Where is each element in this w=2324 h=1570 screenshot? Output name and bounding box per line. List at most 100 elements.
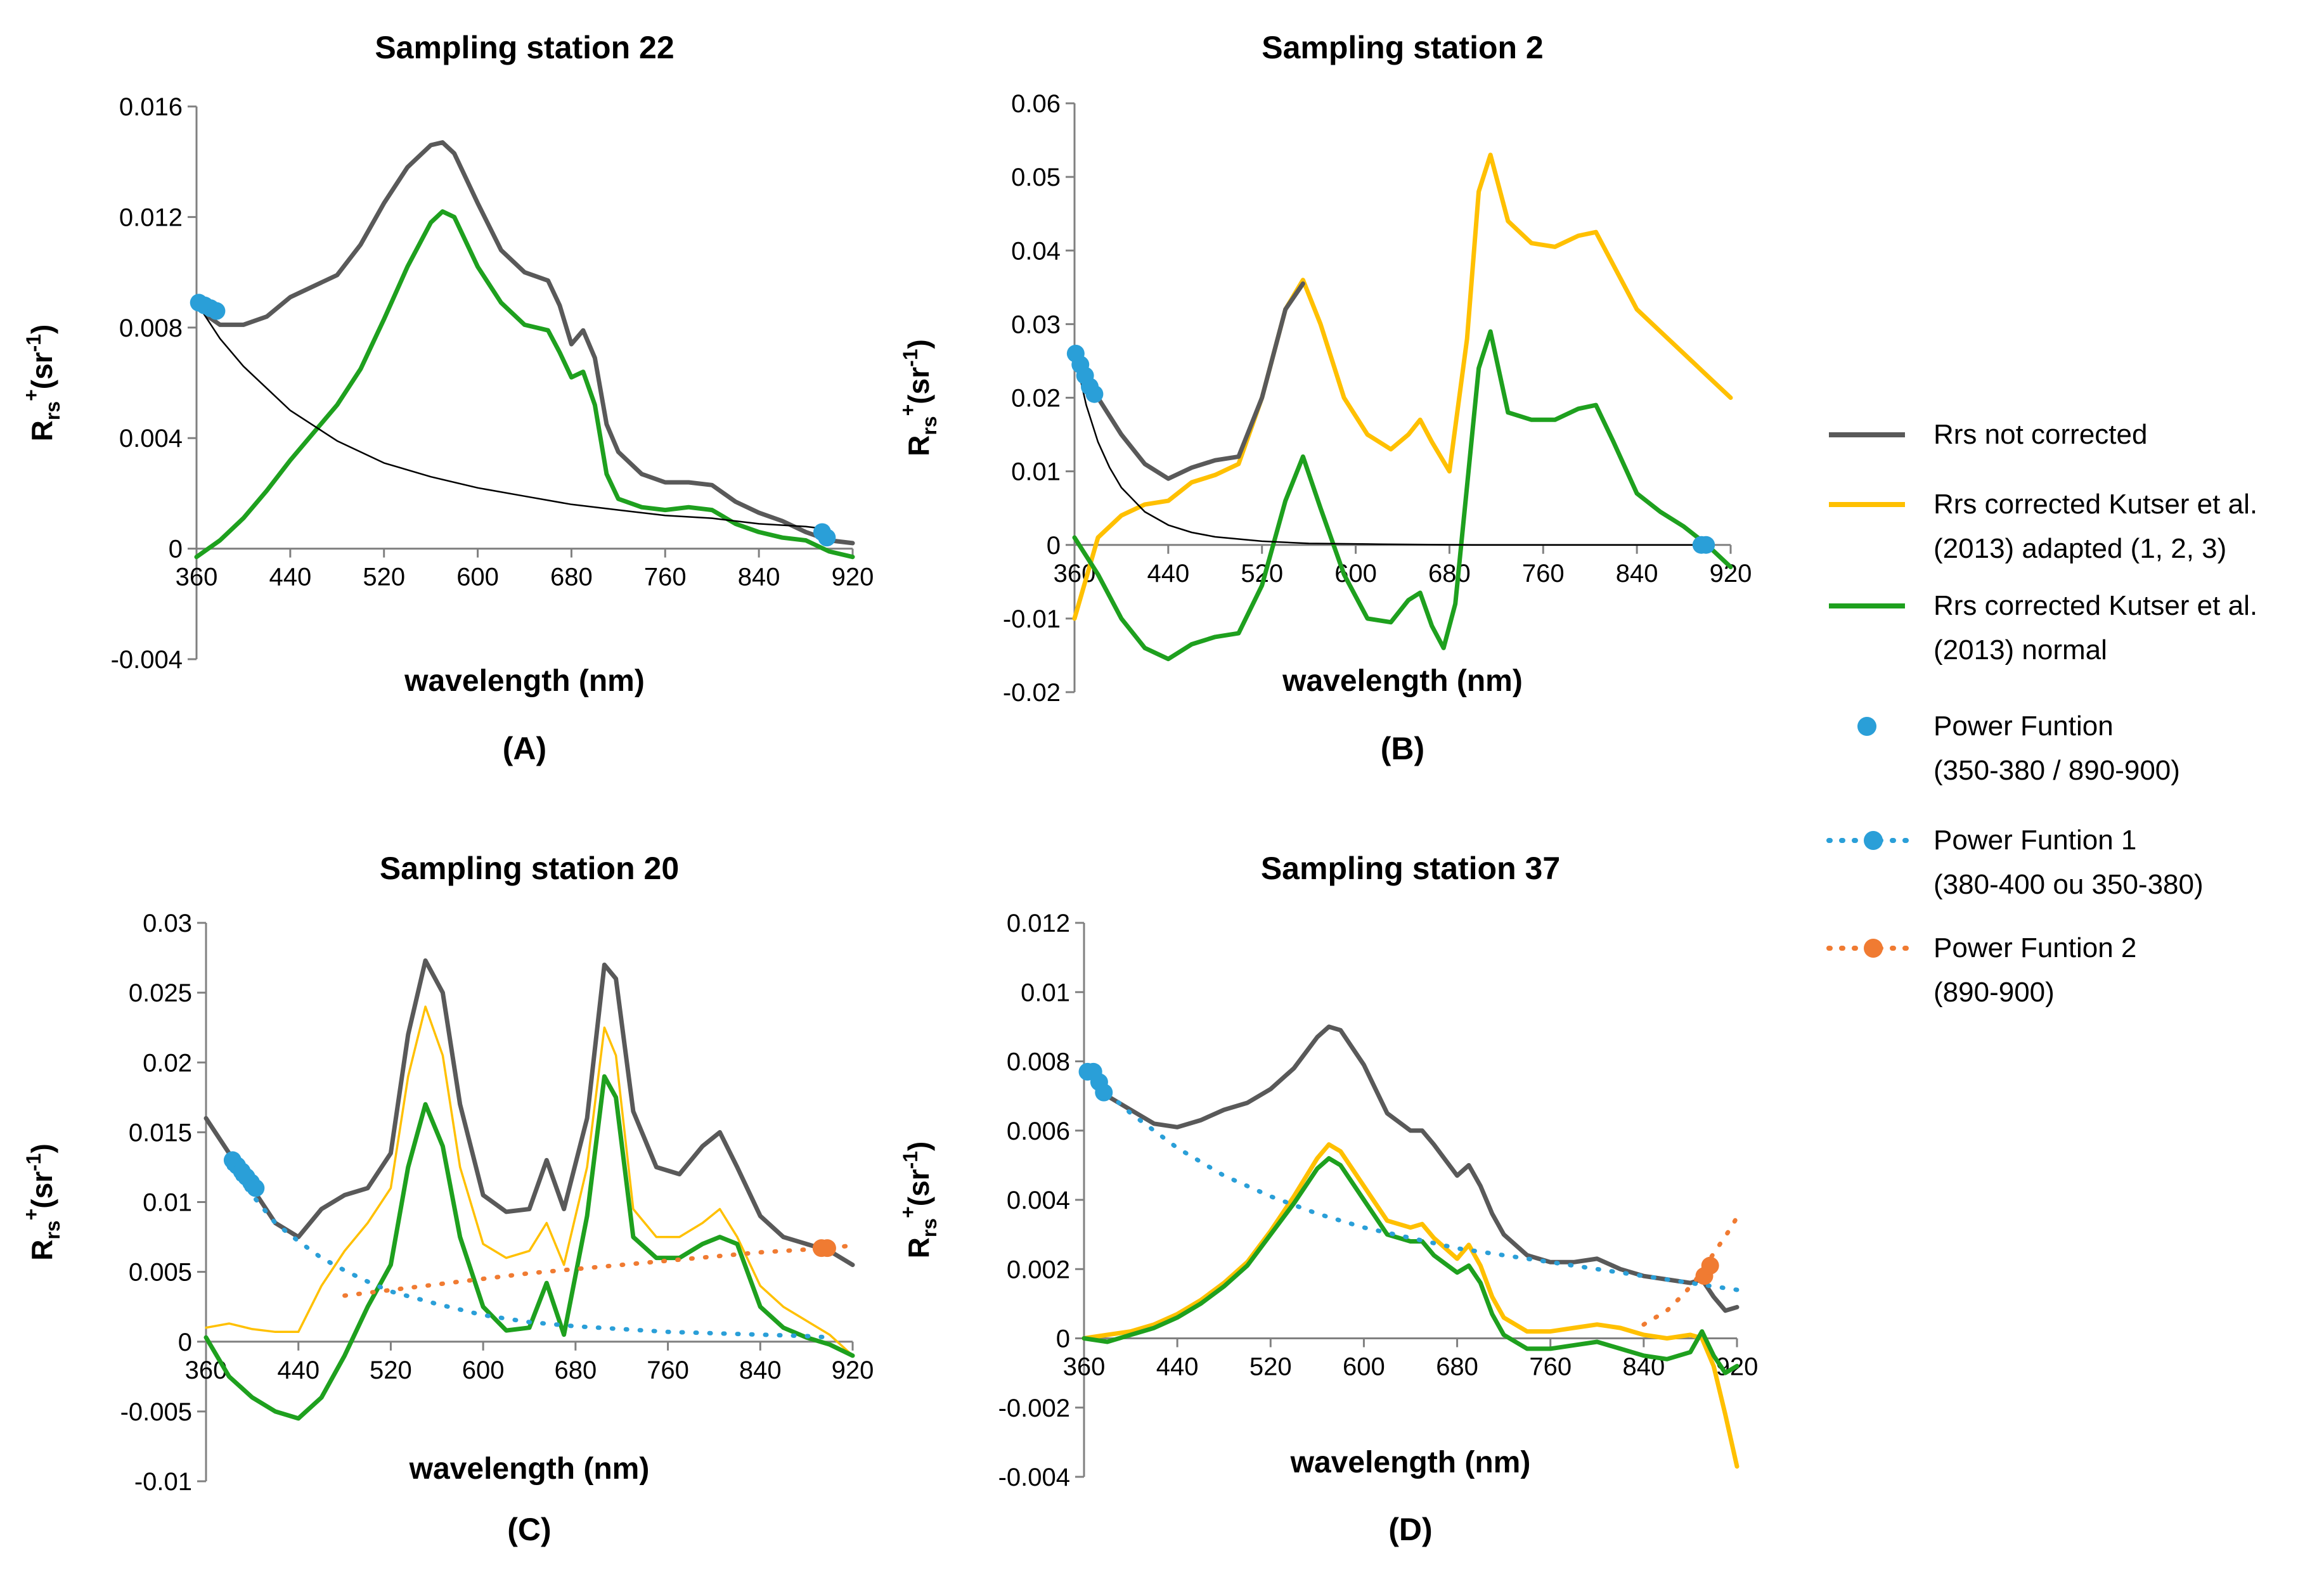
series-line (203, 958, 855, 1268)
series-line (1641, 1214, 1740, 1327)
y-tick-label: 0 (1056, 1325, 1070, 1353)
x-tick-label: 360 (176, 563, 218, 591)
power-function-marker (247, 1179, 265, 1197)
y-axis-label-part: -1 (899, 349, 922, 366)
power-function-marker (1701, 1256, 1719, 1275)
legend-marker-swatch (1864, 939, 1883, 958)
y-axis-label-part: ) (902, 1142, 935, 1151)
chart-panel-1: Sampling station 22 -0.004 0 0.004 0.008 0.01… (20, 30, 874, 766)
x-tick-label: 760 (647, 1356, 689, 1384)
series-line (1073, 352, 1708, 546)
legend-label: Rrs corrected Kutser et al. (1933, 489, 2257, 520)
x-tick-label: 440 (1147, 560, 1189, 588)
chart-panel-2: Sampling station 2 -0.02 -0.01 0 0.01 0.02 0.0… (896, 30, 1752, 766)
x-tick-label: 920 (832, 563, 874, 591)
power-function-marker (818, 1239, 836, 1258)
x-tick-label: 520 (1249, 1353, 1292, 1381)
x-tick-label: 760 (644, 563, 687, 591)
series-line (195, 302, 830, 531)
y-axis-label: Rrs+(sr-1) (20, 1143, 64, 1261)
x-tick-label: 440 (269, 563, 311, 591)
y-axis-label-part: rs (918, 416, 941, 435)
x-tick-label: 680 (1436, 1353, 1478, 1381)
y-tick-label: 0.008 (1007, 1048, 1070, 1076)
x-tick-label: 440 (277, 1356, 320, 1384)
series-line (203, 1074, 855, 1421)
y-tick-label: 0.008 (119, 314, 183, 342)
x-tick-label: 600 (462, 1356, 505, 1384)
y-axis-label-part: + (20, 1209, 42, 1221)
y-tick-label: 0.06 (1011, 90, 1061, 118)
y-tick-label: 0.03 (1011, 311, 1061, 338)
y-axis-label-part: rs (41, 1220, 64, 1239)
power-function-marker (1085, 385, 1104, 403)
legend-label: Power Funtion 1 (1933, 825, 2136, 856)
y-axis-label-part: -1 (22, 1153, 45, 1171)
y-tick-label: -0.005 (120, 1398, 192, 1426)
legend-label: (380-400 ou 350-380) (1933, 869, 2204, 900)
panel-label: (D) (1388, 1512, 1432, 1547)
legend-marker-swatch (1864, 831, 1883, 850)
series-line (205, 1005, 854, 1357)
series-line (194, 140, 855, 546)
y-tick-label: 0.004 (1007, 1187, 1070, 1214)
y-tick-label: -0.004 (111, 646, 183, 674)
y-tick-label: 0.006 (1007, 1117, 1070, 1145)
y-axis-label-part: rs (41, 401, 64, 420)
x-tick-label: 440 (1156, 1353, 1199, 1381)
y-tick-label: 0.002 (1007, 1256, 1070, 1284)
legend-label: (2013) normal (1933, 634, 2107, 666)
y-axis-label-part: + (896, 1206, 919, 1218)
series-line (342, 1243, 855, 1298)
chart-panel-4: Sampling station 37 -0.004 -0.002 0 0.002 0.0… (896, 851, 1758, 1547)
panel-label: (C) (507, 1512, 551, 1547)
legend-marker-swatch (1857, 717, 1876, 736)
x-tick-label: 840 (739, 1356, 782, 1384)
chart-panel-3: Sampling station 20 -0.01 -0.005 0 0.005 0.01… (20, 851, 874, 1547)
chart-title: Sampling station 20 (380, 851, 679, 886)
series-line (1072, 152, 1733, 621)
legend-label: (350-380 / 890-900) (1933, 755, 2180, 786)
y-tick-label: -0.01 (134, 1468, 192, 1496)
y-axis-label-part: R (25, 1240, 58, 1261)
x-tick-label: 680 (554, 1356, 597, 1384)
series-line (226, 1164, 832, 1340)
y-tick-label: 0 (178, 1329, 192, 1356)
panel-label: (A) (503, 731, 546, 766)
y-tick-label: -0.004 (998, 1464, 1070, 1491)
x-tick-label: 600 (1343, 1353, 1385, 1381)
series-line (1072, 329, 1733, 662)
y-axis-label-part: R (902, 435, 935, 456)
legend-label: Power Funtion (1933, 711, 2114, 742)
y-axis-label: Rrs+(sr-1) (896, 339, 941, 456)
x-tick-label: 520 (370, 1356, 412, 1384)
y-axis-label-part: ) (25, 325, 58, 334)
power-function-marker (1095, 1083, 1113, 1102)
series-line (1087, 1069, 1740, 1292)
x-tick-label: 760 (1522, 560, 1565, 588)
y-axis-label-part: -1 (899, 1151, 922, 1169)
series-line (1072, 281, 1305, 481)
y-axis-label-part: (sr (902, 1169, 935, 1206)
y-axis-label-part: R (902, 1237, 935, 1258)
y-tick-label: 0.004 (119, 425, 183, 453)
y-tick-label: 0.02 (1011, 385, 1061, 413)
y-tick-label: -0.002 (998, 1394, 1070, 1422)
y-tick-label: 0.016 (119, 93, 183, 121)
legend-entry-power2: Power Funtion 2 (890-900) (1826, 932, 2136, 1008)
legend-entry-power1: Power Funtion 1 (380-400 ou 350-380) (1826, 825, 2204, 900)
legend-label: Power Funtion 2 (1933, 932, 2136, 963)
y-tick-label: 0.012 (1007, 910, 1070, 937)
y-axis-label-part: ) (25, 1143, 58, 1153)
y-axis-label-part: R (25, 420, 58, 441)
y-tick-label: 0.02 (143, 1049, 192, 1077)
legend-label: Rrs not corrected (1933, 419, 2147, 450)
y-axis-label-part: (sr (25, 1171, 58, 1209)
legend-entry-not_corrected: Rrs not corrected (1829, 419, 2147, 450)
y-axis-label-part: + (20, 389, 42, 401)
chart-title: Sampling station 37 (1261, 851, 1560, 886)
panel-label: (B) (1381, 731, 1424, 766)
chart-title: Sampling station 22 (375, 30, 674, 65)
legend: Rrs not corrected Rrs corrected Kutser et… (1826, 419, 2257, 1008)
y-tick-label: 0.012 (119, 203, 183, 231)
